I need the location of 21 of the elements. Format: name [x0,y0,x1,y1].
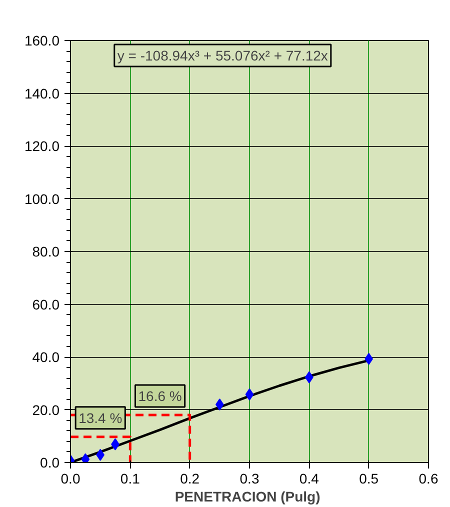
y-tick-label: 80.0 [32,244,60,260]
x-tick-label: 0.6 [418,470,438,486]
x-tick-label: 0.4 [299,470,320,486]
y-tick-label: 20.0 [32,402,60,418]
annotation: 13.4 % [78,410,122,426]
x-tick-label: 0.1 [120,470,140,486]
y-tick-label: 100.0 [24,190,60,207]
x-tick-label: 0.5 [359,470,379,486]
y-tick-label: 40.0 [32,349,60,365]
y-tick-label: 160.0 [24,32,60,48]
y-tick-label: 60.0 [32,296,60,312]
point [245,388,254,400]
y-tick-label: 140.0 [24,85,60,102]
x-tick-label: 0.0 [60,470,80,486]
y-tick-label: 120.0 [24,138,60,154]
y-tick-label: 0.0 [40,454,60,470]
x-tick-label: 0.2 [180,470,200,486]
annotation: y = -108.94x³ + 55.076x² + 77.12x [117,48,328,64]
x-axis-title: PENETRACION (Pulg) [174,488,320,504]
x-tick-label: 0.3 [240,470,260,486]
annotation: 16.6 % [138,388,182,404]
